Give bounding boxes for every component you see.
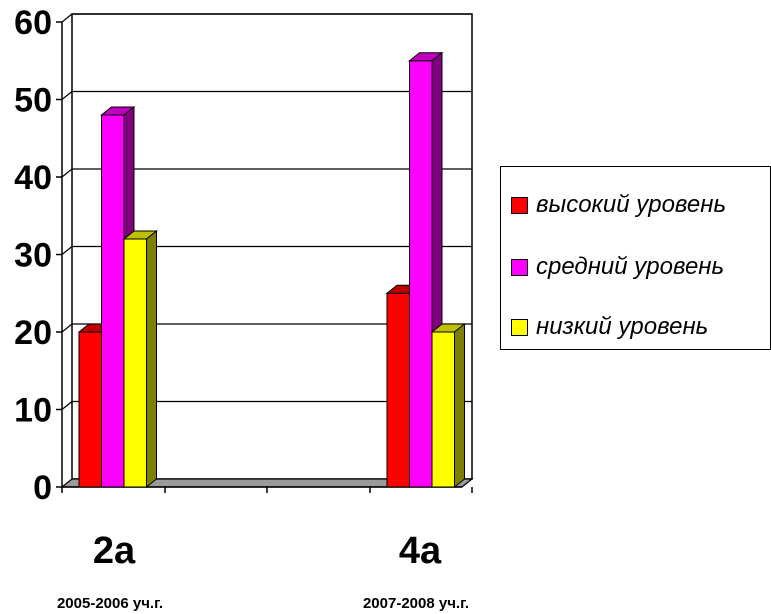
bar-front xyxy=(409,60,433,488)
gridline-depth xyxy=(61,13,73,23)
x-category-sublabel-4a: 2007-2008 уч.г. xyxy=(363,595,469,612)
y-tick-label: 10 xyxy=(14,392,52,430)
gridline-depth xyxy=(61,401,73,410)
x-category-sublabel-2a: 2005-2006 уч.г. xyxy=(57,595,163,612)
x-category-label-2a: 2a xyxy=(93,530,136,572)
bar-front xyxy=(123,238,147,488)
y-tick-label: 60 xyxy=(14,4,52,42)
gridline-depth xyxy=(61,168,73,178)
bar-side xyxy=(146,229,157,489)
legend-swatch-low xyxy=(511,318,528,336)
bar-front xyxy=(431,331,455,488)
legend-item-high: высокий уровень xyxy=(511,191,726,219)
bar-low-2a xyxy=(122,229,158,489)
bar-front xyxy=(78,331,102,488)
bar-side xyxy=(454,322,465,489)
x-axis-labels: 2a 2005-2006 уч.г. 4a 2007-2008 уч.г. xyxy=(57,530,469,612)
legend-label-low: низкий уровень xyxy=(536,313,709,340)
bar-low-4a xyxy=(430,322,466,489)
legend-swatch-high xyxy=(511,196,528,214)
gridline-depth xyxy=(61,323,73,333)
gridline-depth xyxy=(61,91,73,100)
y-tick-label: 50 xyxy=(14,82,52,120)
gridline-depth xyxy=(61,246,73,255)
y-tick-label: 0 xyxy=(33,469,52,507)
bar-front xyxy=(101,114,125,488)
legend-swatch-medium xyxy=(511,258,528,276)
bars xyxy=(77,51,466,489)
bar-front xyxy=(386,292,410,488)
y-tick-label: 30 xyxy=(14,237,52,275)
x-category-label-4a: 4a xyxy=(399,530,442,572)
legend-item-low: низкий уровень xyxy=(511,313,708,341)
legend: высокий уровень средний уровень низкий у… xyxy=(500,166,771,350)
legend-label-medium: средний уровень xyxy=(536,253,725,280)
y-tick-label: 20 xyxy=(14,314,52,352)
legend-item-medium: средний уровень xyxy=(511,253,724,281)
y-tick-label: 40 xyxy=(14,159,52,197)
legend-label-high: высокий уровень xyxy=(536,191,727,218)
y-axis-ticks: 0 10 20 30 40 50 60 xyxy=(14,4,62,507)
